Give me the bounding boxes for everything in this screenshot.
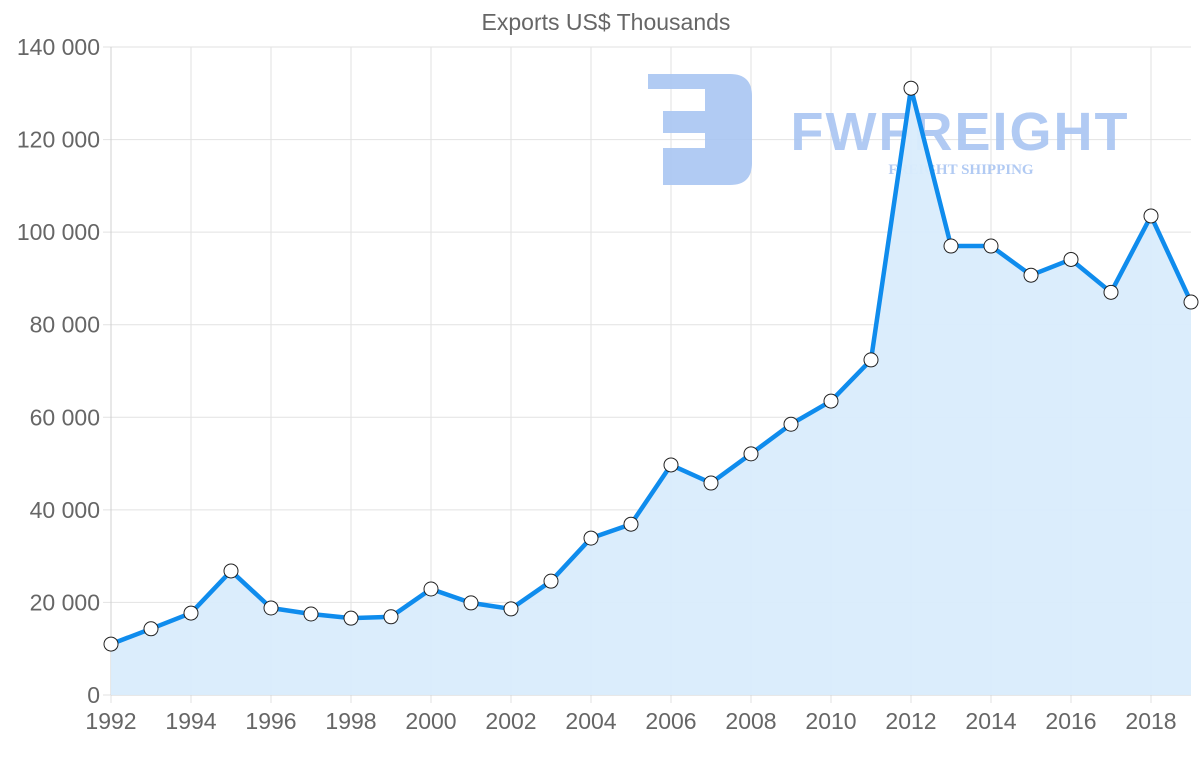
y-tick-label: 120 000 <box>17 127 100 153</box>
x-tick-label: 2018 <box>1125 708 1176 734</box>
x-tick-label: 2014 <box>965 708 1016 734</box>
y-tick-label: 20 000 <box>30 589 100 615</box>
chart-title: Exports US$ Thousands <box>482 9 731 35</box>
x-tick-label: 1994 <box>165 708 216 734</box>
data-point <box>1103 284 1119 300</box>
x-tick-label: 2008 <box>725 708 776 734</box>
data-point <box>983 238 999 254</box>
data-points <box>103 80 1199 652</box>
data-point <box>823 393 839 409</box>
watermark-logo: FWFREIGHT FREIGHT SHIPPING <box>648 74 1130 185</box>
y-axis: 0 20 000 40 000 60 000 80 000 100 000 120 000 1… <box>17 34 100 708</box>
x-axis: 1992 1994 1996 1998 2000 2002 2004 2006 2008 2010… <box>85 708 1176 734</box>
area-path <box>111 88 1191 696</box>
data-point <box>223 563 239 579</box>
y-tick-label: 80 000 <box>30 312 100 338</box>
data-point <box>1023 267 1039 283</box>
x-tick-label: 2006 <box>645 708 696 734</box>
data-point <box>1143 208 1159 224</box>
y-tick-label: 0 <box>87 682 100 708</box>
data-point <box>703 475 719 491</box>
data-point <box>103 636 119 652</box>
data-point <box>903 80 919 96</box>
fw-logo-icon <box>648 74 752 185</box>
x-tick-label: 2010 <box>805 708 856 734</box>
x-tick-label: 1992 <box>85 708 136 734</box>
area-fill <box>111 88 1191 696</box>
data-point <box>743 446 759 462</box>
x-tick-label: 2000 <box>405 708 456 734</box>
data-point <box>263 600 279 616</box>
data-point <box>143 621 159 637</box>
data-point <box>663 457 679 473</box>
data-line <box>110 85 1194 647</box>
data-point <box>463 595 479 611</box>
x-tick-label: 2012 <box>885 708 936 734</box>
x-tick-label: 1998 <box>325 708 376 734</box>
data-point <box>863 352 879 368</box>
y-tick-label: 40 000 <box>30 497 100 523</box>
data-point <box>583 530 599 546</box>
data-point <box>183 605 199 621</box>
x-tick-label: 2004 <box>565 708 616 734</box>
data-point <box>303 606 319 622</box>
data-point <box>943 238 959 254</box>
data-point <box>1063 251 1079 267</box>
data-point <box>1183 294 1199 310</box>
watermark-brand: FWFREIGHT <box>791 102 1130 162</box>
x-tick-label: 1996 <box>245 708 296 734</box>
data-point <box>423 581 439 597</box>
series-line <box>110 85 1194 647</box>
data-point <box>543 573 559 589</box>
x-tick-label: 2002 <box>485 708 536 734</box>
x-tick-label: 2016 <box>1045 708 1096 734</box>
data-point <box>503 601 519 617</box>
y-tick-label: 140 000 <box>17 34 100 60</box>
y-tick-label: 60 000 <box>30 404 100 430</box>
data-point <box>783 416 799 432</box>
y-tick-label: 100 000 <box>17 219 100 245</box>
data-point <box>623 516 639 532</box>
data-point <box>343 610 359 626</box>
data-point <box>383 609 399 625</box>
